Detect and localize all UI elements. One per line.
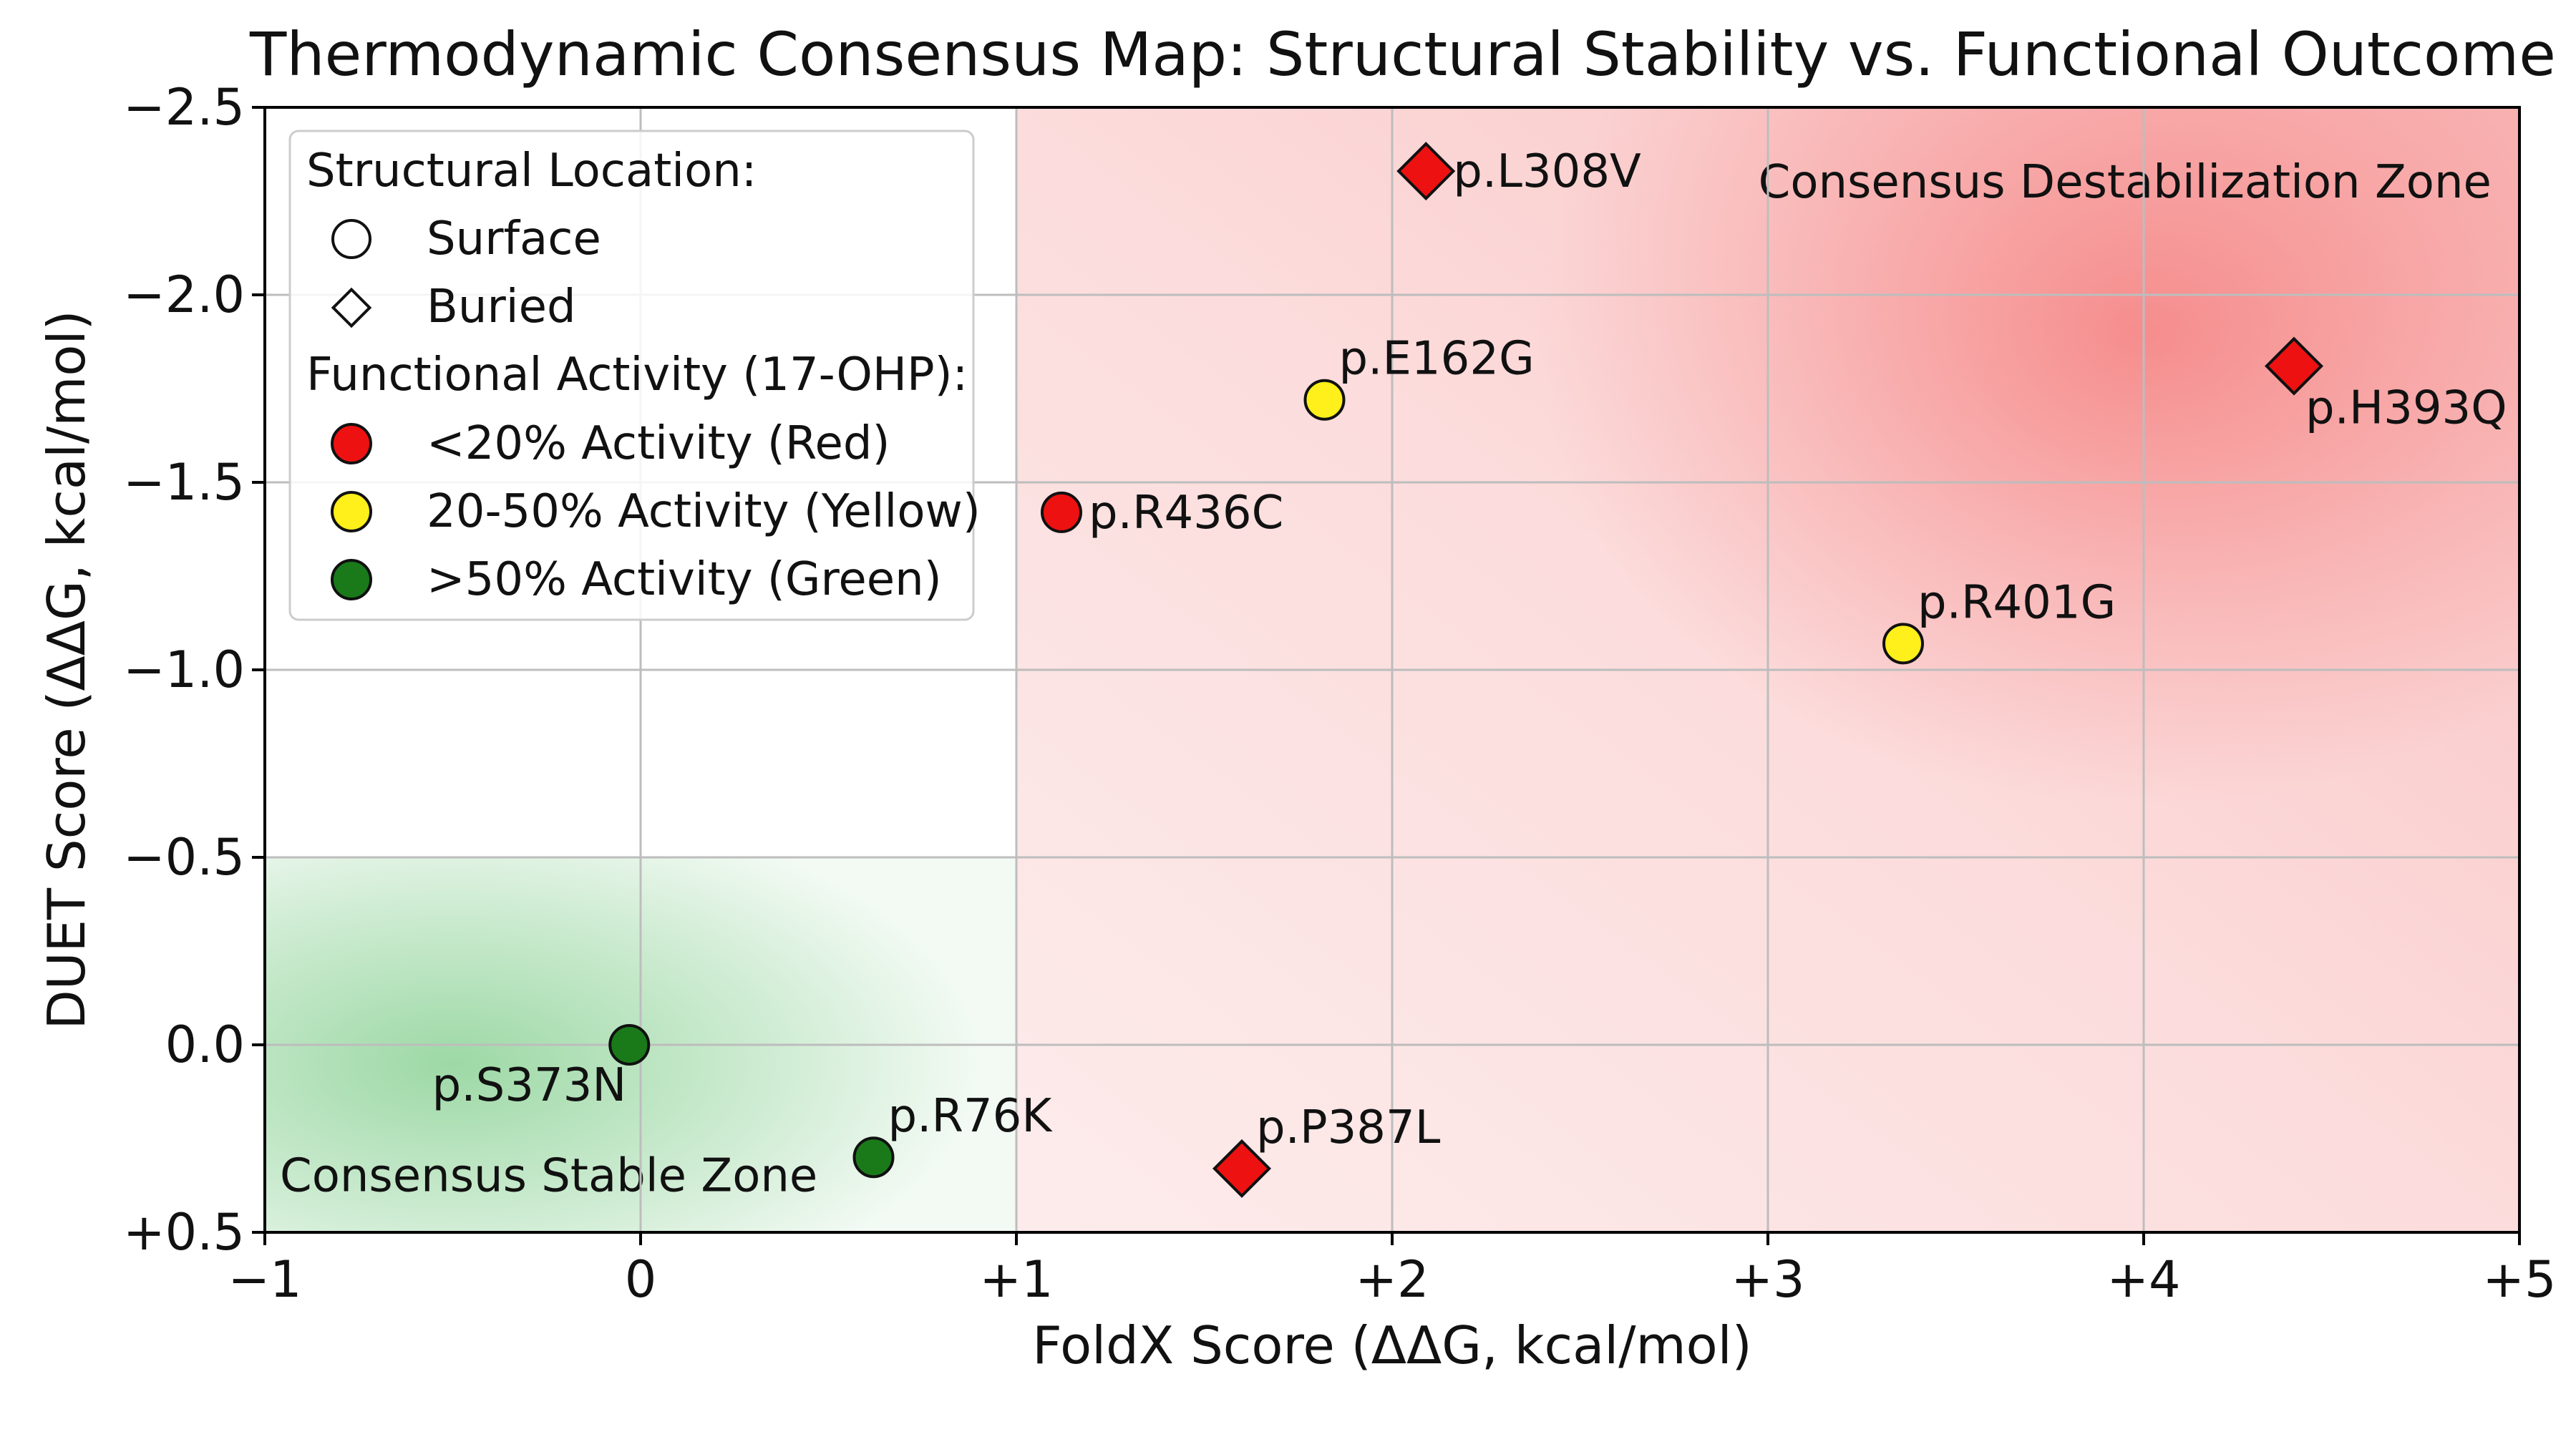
x-axis-ticks: −1 0 +1 +2 +3 +4 +5 (228, 1232, 2557, 1309)
x-axis-label: FoldX Score (ΔΔG, kcal/mol) (1032, 1315, 1751, 1375)
point-label-r76k: p.R76K (888, 1090, 1054, 1143)
point-label-r436c: p.R436C (1089, 487, 1283, 540)
y-tick-label: −2.5 (123, 78, 245, 137)
point-marker-r76k (852, 1136, 895, 1179)
point-label-p387l: p.P387L (1256, 1101, 1441, 1154)
x-tick-label: +1 (979, 1250, 1053, 1309)
legend-location-title: Structural Location: (306, 145, 757, 198)
point-label-s373n: p.S373N (432, 1059, 627, 1112)
point-marker-h393q (2264, 336, 2324, 396)
point-label-h393q: p.H393Q (2305, 382, 2507, 435)
data-points: p.L308V p.H393Q p.E162G p.R436C p.R401G p.S37… (432, 142, 2507, 1198)
legend-green-label: >50% Activity (Green) (427, 553, 942, 606)
stable-zone-label: Consensus Stable Zone (280, 1149, 817, 1202)
legend-green-marker (331, 559, 372, 600)
legend-buried-marker (331, 287, 372, 328)
legend-yellow-label: 20-50% Activity (Yellow) (427, 485, 981, 538)
legend-activity-title: Functional Activity (17-OHP): (306, 349, 968, 401)
point-marker-s373n (608, 1024, 651, 1066)
destabilization-zone-hotspot (1535, 107, 2519, 805)
y-tick-label: −1.0 (123, 640, 245, 699)
point-marker-l308v (1396, 142, 1456, 201)
x-tick-label: 0 (625, 1250, 657, 1309)
point-label-e162g: p.E162G (1339, 333, 1535, 386)
legend-surface-label: Surface (427, 213, 601, 266)
legend-yellow-marker (331, 491, 372, 532)
destabilization-zone-label: Consensus Destabilization Zone (1759, 156, 2492, 209)
x-tick-label: +4 (2106, 1250, 2180, 1309)
y-tick-label: −1.5 (123, 453, 245, 512)
point-marker-e162g (1303, 379, 1346, 421)
legend-red-marker (331, 423, 372, 464)
point-label-l308v: p.L308V (1453, 145, 1641, 198)
y-axis-ticks: −2.5 −2.0 −1.5 −1.0 −0.5 0.0 +0.5 (123, 78, 265, 1262)
legend-surface-marker (331, 219, 371, 259)
legend-buried-label: Buried (427, 281, 576, 333)
y-tick-label: 0.0 (165, 1015, 245, 1074)
point-marker-r401g (1882, 623, 1924, 665)
y-tick-label: +0.5 (123, 1203, 245, 1262)
legend: Structural Location: Surface Buried Func… (288, 130, 981, 621)
y-tick-label: −0.5 (123, 828, 245, 887)
point-label-r401g: p.R401G (1918, 576, 2116, 629)
x-tick-label: +5 (2482, 1250, 2556, 1309)
chart-title: Thermodynamic Consensus Map: Structural … (249, 19, 2556, 89)
legend-red-label: <20% Activity (Red) (427, 417, 890, 470)
x-tick-label: −1 (228, 1250, 301, 1309)
x-tick-label: +3 (1731, 1250, 1804, 1309)
legend-box (288, 130, 975, 621)
x-tick-label: +2 (1355, 1250, 1429, 1309)
point-marker-r436c (1041, 491, 1082, 533)
y-tick-label: −2.0 (123, 266, 245, 324)
point-marker-p387l (1212, 1139, 1272, 1198)
y-axis-label: DUET Score (ΔΔG, kcal/mol) (37, 310, 97, 1029)
